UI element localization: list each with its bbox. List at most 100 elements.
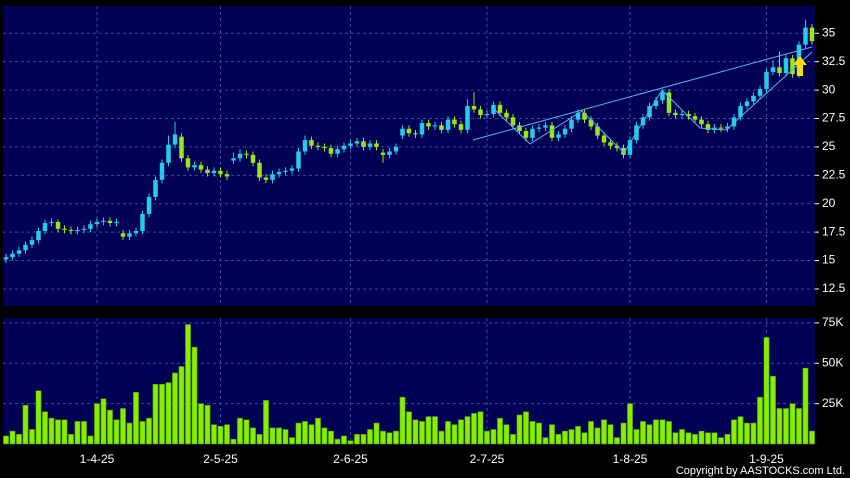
candle-body: [400, 128, 405, 136]
volume-bar: [458, 419, 464, 445]
volume-bar: [178, 366, 185, 445]
y-tick-label: 25K: [822, 396, 843, 410]
candle-body: [666, 92, 672, 113]
volume-bar: [607, 424, 614, 445]
candle-body: [699, 119, 704, 125]
candle-body: [504, 112, 509, 118]
volume-bar: [133, 392, 139, 445]
candle-body: [543, 125, 548, 128]
volume-bar: [744, 422, 750, 445]
y-tick-label: 27.5: [822, 111, 846, 125]
candle-body: [192, 165, 197, 168]
candle-body: [81, 228, 87, 230]
volume-bar: [640, 421, 646, 445]
volume-bar: [87, 435, 94, 445]
volume-bar: [679, 429, 685, 445]
volume-bar: [289, 437, 295, 445]
volume-bar: [523, 411, 529, 445]
volume-bar: [3, 435, 9, 445]
volume-bar: [347, 440, 354, 445]
volume-bar: [568, 429, 575, 445]
volume-bar: [620, 422, 627, 445]
candle-body: [458, 124, 464, 130]
candle-body: [29, 240, 35, 245]
candle-body: [257, 162, 262, 178]
volume-bar: [159, 383, 165, 445]
candle-body: [679, 113, 685, 116]
volume-bar: [126, 422, 133, 445]
candle-body: [75, 229, 80, 231]
volume-bar: [146, 417, 152, 445]
candle-body: [764, 71, 769, 89]
volume-bar: [770, 375, 776, 445]
volume-bar: [633, 429, 640, 445]
candle-body: [413, 133, 418, 135]
candle-body: [465, 106, 470, 130]
y-tick-label: 35: [822, 25, 836, 39]
candle-body: [523, 131, 529, 138]
x-tick-label: 1-4-25: [80, 452, 115, 466]
volume-bar: [81, 421, 87, 445]
candle-body: [185, 158, 191, 168]
volume-bar: [542, 437, 549, 445]
volume-bar: [685, 432, 692, 445]
volume-bar: [328, 430, 334, 445]
volume-bar: [627, 403, 633, 445]
candle-body: [491, 104, 496, 114]
volume-bar: [263, 400, 269, 445]
candle-body: [101, 220, 106, 222]
candle-body: [49, 221, 54, 224]
volume-bar: [360, 434, 367, 445]
volume-bar: [490, 429, 497, 445]
pattern-line: [492, 51, 813, 154]
candle-body: [263, 177, 269, 180]
candle-body: [777, 67, 782, 74]
candle-body: [374, 143, 379, 147]
candle-body: [322, 146, 327, 149]
volume-bar: [191, 346, 198, 445]
candle-body: [42, 223, 48, 231]
candle-body: [517, 125, 522, 131]
volume-bar: [354, 434, 360, 445]
candle-body: [393, 146, 399, 152]
volume-bar: [139, 421, 146, 445]
candle-body: [16, 250, 22, 254]
volume-bar: [185, 324, 191, 445]
candle-body: [296, 151, 301, 169]
volume-bar: [497, 417, 503, 445]
volume-bar: [705, 432, 711, 445]
volume-bar: [68, 434, 74, 445]
candle-body: [536, 127, 542, 129]
candle-body: [380, 152, 386, 155]
volume-bar: [594, 427, 601, 445]
candle-body: [367, 143, 373, 147]
candle-body: [55, 221, 61, 229]
candle-body: [302, 140, 308, 152]
candle-body: [419, 123, 425, 135]
candle-body: [582, 112, 587, 120]
volume-bar: [217, 425, 224, 445]
candle-body: [549, 125, 555, 138]
volume-bar: [666, 421, 672, 445]
candle-body: [439, 125, 444, 130]
candle-body: [231, 158, 236, 161]
candle-body: [497, 104, 503, 113]
x-tick-label: 1-8-25: [613, 452, 648, 466]
volume-bar: [614, 437, 620, 445]
x-tick-label: 1-9-25: [749, 452, 784, 466]
candle-body: [3, 257, 9, 260]
candle-body: [478, 109, 483, 116]
volume-bar: [601, 419, 607, 445]
candle-body: [348, 143, 353, 146]
candle-body: [770, 67, 776, 72]
volume-bar: [113, 419, 120, 445]
candle-body: [484, 113, 490, 116]
volume-bar: [380, 430, 386, 445]
volume-bar: [152, 383, 159, 445]
volume-bar: [438, 430, 445, 445]
volume-bar: [711, 432, 718, 445]
volume-bar: [581, 432, 588, 445]
candle-body: [809, 27, 815, 42]
candle-body: [751, 95, 756, 102]
volume-bar: [16, 434, 22, 445]
